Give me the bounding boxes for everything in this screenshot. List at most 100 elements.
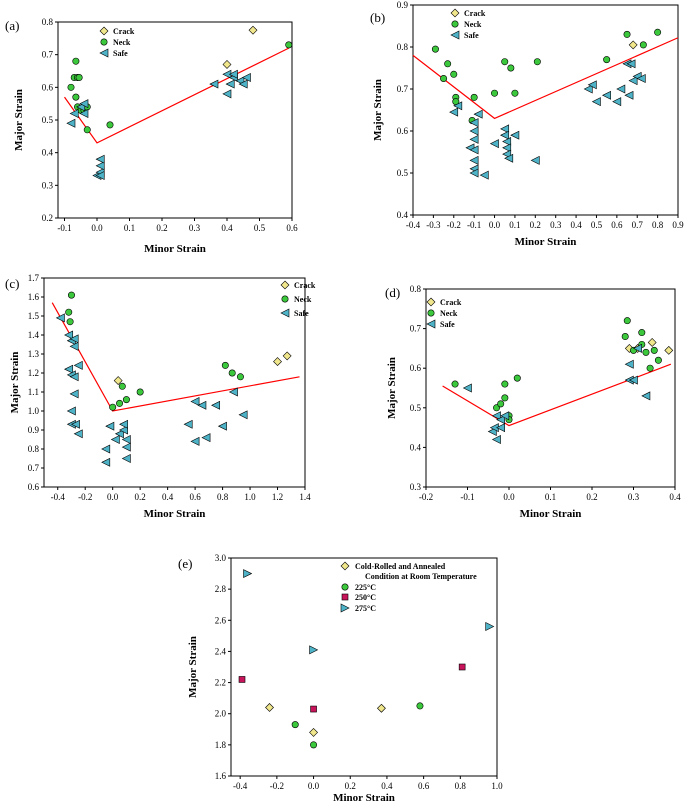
data-point-circle bbox=[603, 56, 611, 64]
data-point-triangle-left bbox=[591, 97, 601, 107]
legend-marker bbox=[450, 8, 460, 18]
plot-frame bbox=[43, 277, 306, 488]
legend-marker bbox=[100, 38, 108, 46]
y-tick-label: 2.4 bbox=[215, 646, 227, 656]
x-tick-label: 0.1 bbox=[509, 220, 520, 230]
data-point-circle bbox=[501, 380, 509, 388]
y-tick-label: 0.8 bbox=[28, 444, 40, 454]
x-tick-label: 0.5 bbox=[591, 220, 603, 230]
plot-frame bbox=[57, 21, 293, 219]
x-tick-label: 1.0 bbox=[244, 492, 256, 502]
legend-label: Crack bbox=[464, 9, 486, 18]
y-tick-label: 0.4 bbox=[42, 148, 54, 158]
x-tick-label: 0.0 bbox=[503, 492, 515, 502]
data-point-circle bbox=[639, 41, 647, 49]
data-point-triangle-left bbox=[469, 134, 479, 144]
y-tick-label: 0.6 bbox=[397, 126, 409, 136]
data-point-triangle-left bbox=[502, 143, 512, 153]
data-point-circle bbox=[67, 291, 75, 299]
legend-label: Safe bbox=[294, 309, 309, 318]
x-tick-label: -0.1 bbox=[467, 220, 481, 230]
data-point-triangle-left bbox=[632, 343, 642, 353]
chart-panel-5: -0.4 -0.2 0.0 0.2 0.4 0.6 0.8 1.0 1.6 1.8 2.0 2.2 2.… bbox=[178, 553, 503, 804]
forming-limit-line bbox=[51, 302, 300, 412]
x-tick-label: -0.4 bbox=[406, 220, 421, 230]
data-point-circle bbox=[440, 75, 448, 83]
data-point-diamond bbox=[265, 703, 274, 712]
data-point-triangle-left bbox=[190, 436, 200, 446]
data-point-triangle-left bbox=[473, 109, 483, 119]
data-point-circle bbox=[228, 369, 236, 377]
y-axis-label: Major Strain bbox=[187, 636, 199, 698]
data-point-triangle-left bbox=[624, 359, 634, 369]
data-point-circle bbox=[450, 70, 458, 78]
legend-label: 275°C bbox=[355, 604, 376, 613]
data-point-circle bbox=[65, 308, 73, 316]
data-point-triangle-left bbox=[110, 435, 120, 444]
data-point-triangle-left bbox=[211, 400, 221, 410]
data-point-triangle-left bbox=[64, 364, 74, 374]
x-tick-label: 0.0 bbox=[91, 223, 103, 233]
data-point-circle bbox=[501, 394, 509, 402]
legend-marker bbox=[427, 309, 435, 317]
legend-label: Condition at Room Temperature bbox=[365, 572, 477, 581]
data-point-triangle-left bbox=[624, 90, 634, 100]
y-tick-label: 2.0 bbox=[215, 709, 227, 719]
data-point-circle bbox=[67, 83, 75, 91]
x-tick-label: -0.3 bbox=[426, 220, 441, 230]
y-axis-label: Major Strain bbox=[386, 357, 398, 419]
data-point-triangle-left bbox=[190, 397, 200, 406]
legend-label: Safe bbox=[440, 320, 455, 329]
panel-label: (c) bbox=[5, 276, 19, 291]
x-tick-label: -0.2 bbox=[447, 220, 461, 230]
data-point-triangle-left bbox=[121, 435, 131, 444]
data-point-circle bbox=[310, 741, 318, 749]
y-tick-label: 1.7 bbox=[28, 273, 40, 283]
data-point-circle bbox=[646, 364, 654, 372]
chart-panel-2: -0.4 -0.3 -0.2 -0.1 0.0 0.1 0.2 0.3 0.4 0.5 0.6 0.7… bbox=[370, 0, 684, 248]
y-tick-label: 2.8 bbox=[215, 584, 227, 594]
data-point-triangle-left bbox=[628, 375, 638, 385]
data-point-circle bbox=[623, 30, 631, 38]
panel-label: (e) bbox=[178, 556, 192, 571]
data-point-triangle-left bbox=[119, 419, 128, 429]
data-point-triangle-left bbox=[69, 108, 79, 118]
x-axis-label: Minor Strain bbox=[520, 508, 582, 520]
y-tick-label: 0.5 bbox=[410, 403, 422, 413]
legend-marker bbox=[340, 603, 350, 613]
data-point-triangle-left bbox=[479, 170, 489, 180]
data-point-triangle-left bbox=[636, 74, 646, 83]
x-tick-label: -0.4 bbox=[51, 492, 66, 502]
legend-label: Neck bbox=[294, 295, 312, 304]
data-point-circle bbox=[106, 121, 114, 129]
y-tick-label: 1.6 bbox=[28, 292, 40, 302]
legend-label: Crack bbox=[440, 298, 462, 307]
data-point-triangle-left bbox=[222, 89, 232, 99]
panel-label: (b) bbox=[370, 10, 385, 25]
data-point-diamond bbox=[628, 40, 638, 50]
y-tick-label: 0.9 bbox=[397, 0, 409, 10]
data-point-circle bbox=[75, 74, 83, 82]
y-tick-label: 1.4 bbox=[28, 330, 40, 340]
data-point-diamond bbox=[113, 376, 123, 386]
data-point-triangle-left bbox=[641, 391, 651, 401]
data-point-circle bbox=[513, 374, 521, 382]
legend-label: Crack bbox=[113, 27, 135, 36]
y-axis-label: Major Strain bbox=[372, 79, 384, 141]
legend-marker bbox=[99, 26, 109, 36]
x-tick-label: 1.2 bbox=[272, 492, 283, 502]
data-point-triangle-left bbox=[530, 155, 540, 165]
data-point-triangle-left bbox=[469, 145, 479, 155]
data-point-triangle-left bbox=[628, 76, 638, 86]
data-point-diamond bbox=[248, 25, 258, 35]
data-point-triangle-left bbox=[95, 154, 105, 164]
data-point-triangle-left bbox=[469, 155, 479, 165]
x-tick-label: 0.2 bbox=[345, 781, 356, 791]
data-point-triangle-left bbox=[101, 457, 111, 467]
data-point-triangle-left bbox=[66, 406, 76, 416]
data-point-circle bbox=[638, 329, 646, 337]
data-point-circle bbox=[444, 60, 452, 68]
x-tick-label: 0.5 bbox=[254, 223, 266, 233]
data-point-triangle-left bbox=[502, 137, 512, 146]
data-point-triangle-left bbox=[500, 130, 510, 140]
